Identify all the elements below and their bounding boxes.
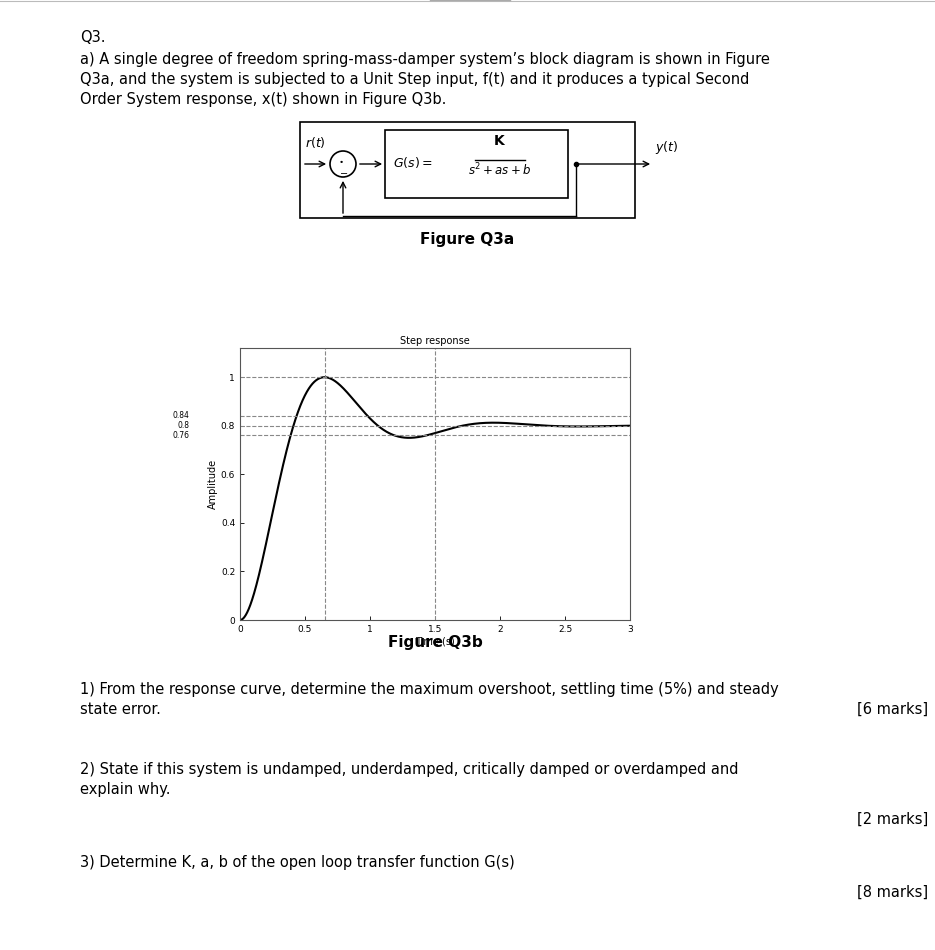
Text: $-$: $-$ bbox=[339, 167, 349, 177]
Text: state error.: state error. bbox=[80, 702, 161, 717]
Text: 0.8: 0.8 bbox=[178, 421, 189, 430]
Text: [2 marks]: [2 marks] bbox=[857, 812, 928, 827]
Text: Figure Q3b: Figure Q3b bbox=[388, 635, 482, 650]
Bar bbox=[385, 130, 568, 198]
Title: Step response: Step response bbox=[400, 336, 470, 346]
Text: explain why.: explain why. bbox=[80, 782, 170, 797]
Text: 1) From the response curve, determine the maximum overshoot, settling time (5%) : 1) From the response curve, determine th… bbox=[80, 682, 779, 697]
Text: $\bullet$: $\bullet$ bbox=[338, 157, 344, 165]
Y-axis label: Amplitude: Amplitude bbox=[208, 459, 218, 509]
Text: $r(t)$: $r(t)$ bbox=[305, 135, 325, 149]
Text: Q3a, and the system is subjected to a Unit Step input, f(t) and it produces a ty: Q3a, and the system is subjected to a Un… bbox=[80, 72, 749, 87]
Text: a) A single degree of freedom spring-mass-damper system’s block diagram is shown: a) A single degree of freedom spring-mas… bbox=[80, 52, 770, 67]
Text: $s^2 + as + b$: $s^2 + as + b$ bbox=[468, 162, 532, 179]
Text: [8 marks]: [8 marks] bbox=[857, 885, 928, 900]
Text: Order System response, x(t) shown in Figure Q3b.: Order System response, x(t) shown in Fig… bbox=[80, 92, 446, 107]
Circle shape bbox=[330, 151, 356, 177]
Text: 0.84: 0.84 bbox=[172, 411, 189, 421]
Text: Q3.: Q3. bbox=[80, 30, 106, 45]
Text: $y(t)$: $y(t)$ bbox=[655, 140, 678, 157]
Bar bbox=[300, 122, 635, 218]
X-axis label: Time (s): Time (s) bbox=[415, 636, 454, 647]
Text: $G(s) =$: $G(s) =$ bbox=[393, 155, 433, 169]
Text: $\bf{K}$: $\bf{K}$ bbox=[494, 134, 507, 148]
Text: 3) Determine K, a, b of the open loop transfer function G(s): 3) Determine K, a, b of the open loop tr… bbox=[80, 855, 515, 870]
Text: 2) State if this system is undamped, underdamped, critically damped or overdampe: 2) State if this system is undamped, und… bbox=[80, 762, 739, 777]
Text: [6 marks]: [6 marks] bbox=[857, 702, 928, 717]
Text: Figure Q3a: Figure Q3a bbox=[420, 232, 514, 247]
Text: 0.76: 0.76 bbox=[172, 431, 189, 440]
